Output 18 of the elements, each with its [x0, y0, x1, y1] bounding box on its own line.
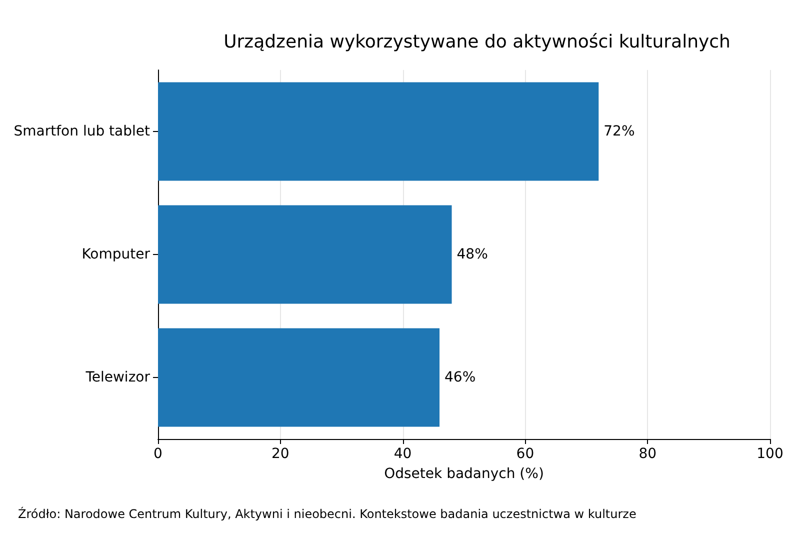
- text: Źródło: Narodowe Centrum Kultury, Aktywni i nieobecni. Kontekstowe badania uczestnictwa w kulturze: [18, 506, 636, 521]
- data-label: 46%: [444, 370, 476, 386]
- bar: [158, 82, 599, 181]
- y-tick-label: Komputer: [82, 246, 150, 262]
- y-tick-label: Smartfon lub tablet: [14, 124, 151, 140]
- x-tick-label: 0: [154, 446, 162, 462]
- data-label: 72%: [604, 124, 635, 140]
- x-tick-label: 20: [271, 446, 290, 462]
- x-tick-label: 40: [394, 446, 412, 462]
- chart-title: Urządzenia wykorzystywane do aktywności kulturalnych: [224, 32, 730, 52]
- x-tick-label: 60: [516, 446, 534, 462]
- bar: [158, 205, 452, 304]
- x-tick-label: 100: [756, 446, 784, 462]
- x-axis-title: Odsetek badanych (%): [384, 466, 544, 482]
- data-label: 48%: [456, 246, 488, 262]
- bar: [158, 328, 440, 427]
- y-tick-label: Telewizor: [84, 370, 150, 386]
- x-tick-label: 80: [638, 446, 657, 462]
